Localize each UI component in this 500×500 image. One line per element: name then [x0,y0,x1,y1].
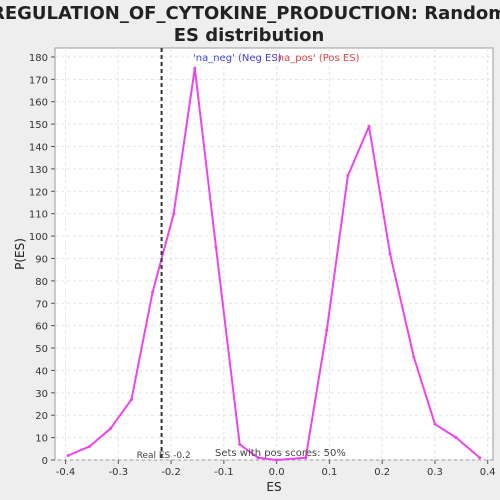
distribution-line [67,67,481,461]
data-point [433,422,437,426]
legend: 'na_neg' (Neg ES)'na_pos' (Pos ES) [193,53,360,64]
y-tick-label: 50 [35,344,48,355]
y-tick-label: 20 [35,411,48,422]
y-tick-label: 10 [35,434,48,445]
plot-area [54,47,494,461]
real-es-label: Real ES -0.2 [137,451,191,461]
legend-item-neg: 'na_neg' (Neg ES) [193,53,282,64]
y-tick-label: 170 [29,75,48,86]
data-point [130,398,134,402]
chart-title-line1: REGULATION_OF_CYTOKINE_PRODUCTION: Rando… [0,3,500,24]
data-point [87,445,91,449]
data-point [66,454,70,458]
data-point [325,328,329,332]
y-tick-label: 90 [35,254,48,265]
y-tick-label: 130 [29,165,48,176]
x-tick-label: 0.4 [480,467,496,478]
series-layer [66,66,482,462]
data-point [304,456,308,460]
pos-scores-label: Sets with pos scores: 50% [215,448,346,459]
y-tick-label: 180 [29,53,48,64]
x-tick-label: -0.1 [214,467,234,478]
x-tick-label: 0.1 [321,467,337,478]
data-point [412,355,416,359]
x-tick-label: 0.2 [374,467,390,478]
y-tick-label: 140 [29,143,48,154]
data-point [275,458,279,462]
y-tick-label: 80 [35,277,48,288]
y-tick-label: 150 [29,120,48,131]
data-point [478,456,482,460]
x-tick-label: -0.3 [109,467,129,478]
legend-item-pos: 'na_pos' (Pos ES) [275,53,360,64]
data-point [151,290,155,294]
x-tick-label: -0.2 [161,467,181,478]
y-tick-label: 110 [29,210,48,221]
data-point [388,252,392,256]
data-point [108,427,112,431]
data-point [193,66,197,70]
x-tick-label: 0.0 [269,467,285,478]
y-tick-label: 70 [35,299,48,310]
data-point [367,124,371,128]
grid-lines [55,48,493,461]
y-tick-label: 160 [29,98,48,109]
data-point [214,245,218,249]
data-point [256,456,260,460]
data-point [172,212,176,216]
data-point [346,174,350,178]
y-tick-label: 40 [35,366,48,377]
y-axis-label: P(ES) [13,238,27,270]
x-axis-label: ES [266,480,281,494]
x-tick-label: 0.3 [427,467,443,478]
data-point [454,436,458,440]
y-tick-label: 100 [29,232,48,243]
axes: 0 10 20 30 40 50 60 70 80 90 100 110 120 130 140 150 160… [29,53,496,478]
y-tick-label: 60 [35,322,48,333]
y-tick-label: 30 [35,389,48,400]
y-tick-label: 0 [42,456,48,467]
data-point [238,442,242,446]
annotation-layer: Real ES -0.2 Sets with pos scores: 50% [137,48,346,461]
y-tick-label: 120 [29,187,48,198]
x-tick-label: -0.4 [56,467,76,478]
chart-title-line2: ES distribution [174,25,325,46]
